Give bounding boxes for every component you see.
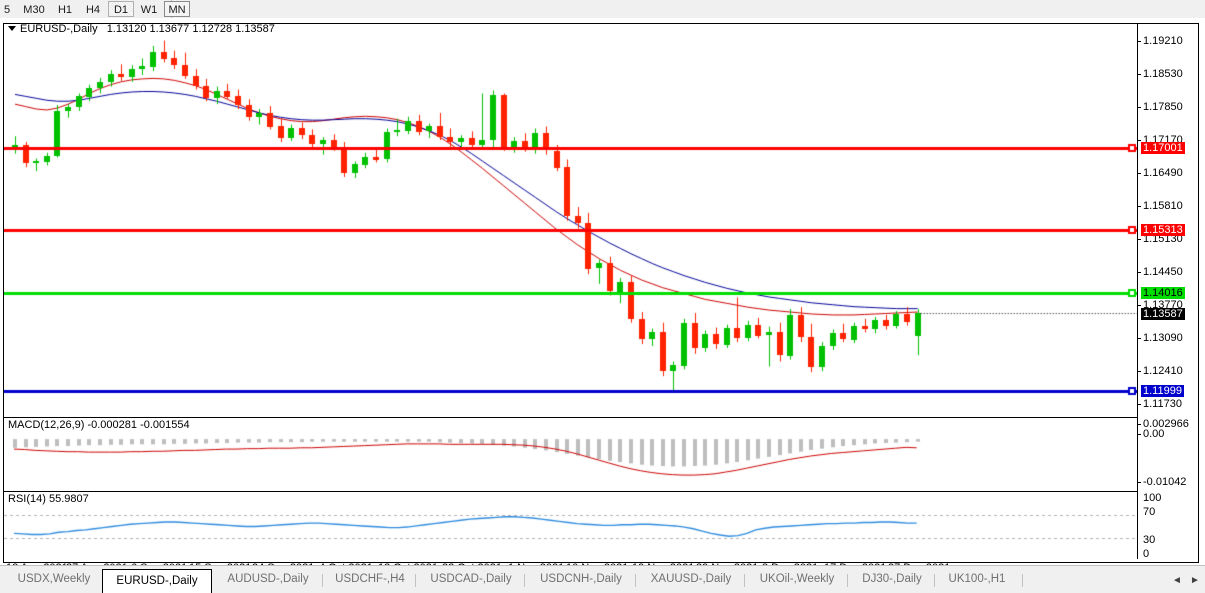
axis-separator: [1137, 24, 1138, 559]
rsi-tick: 30: [1138, 535, 1200, 546]
price-tick-label: 1.11730: [1143, 397, 1182, 410]
price-tick: 1.15130: [1138, 232, 1200, 245]
macd-indicator-panel[interactable]: MACD(12,26,9) -0.000281 -0.001554: [4, 417, 1137, 491]
candlestick-canvas[interactable]: [4, 24, 1137, 415]
price-tick: 1.13770: [1138, 298, 1200, 311]
price-tag-resistance[interactable]: 1.15313: [1141, 223, 1185, 236]
price-tick-label: 1.15130: [1143, 232, 1183, 245]
rsi-tick: 0: [1138, 549, 1200, 560]
chart-plot-border: [3, 23, 1199, 563]
rsi-tick: 100: [1138, 493, 1200, 504]
rsi-canvas[interactable]: [4, 492, 1137, 559]
macd-tick: 0.00: [1138, 429, 1200, 440]
tab-scroll-right-icon[interactable]: ►: [1190, 575, 1200, 586]
price-tick-label: 1.16490: [1143, 166, 1183, 179]
timeframe-button-h4[interactable]: H4: [85, 4, 101, 16]
price-tag-support[interactable]: 1.14016: [1141, 286, 1185, 299]
timeframe-button-w1[interactable]: W1: [140, 4, 158, 16]
macd-canvas[interactable]: [4, 418, 1137, 490]
timeframe-toolbar: 5 M30 H1 H4 D1 W1 MN: [0, 0, 1205, 19]
rsi-indicator-panel[interactable]: RSI(14) 55.9807: [4, 491, 1137, 560]
rsi-tick: 70: [1138, 507, 1200, 518]
timeframe-button-d1[interactable]: D1: [108, 1, 134, 17]
tab-divider: [322, 574, 323, 587]
tab-divider: [934, 574, 935, 587]
price-tick: 1.14450: [1138, 265, 1200, 278]
price-chart-panel[interactable]: EURUSD-,Daily 1.13120 1.13677 1.12728 1.…: [4, 24, 1137, 415]
rsi-tick-label: 30: [1143, 534, 1156, 546]
chart-tab-dj30-daily[interactable]: DJ30-,Daily: [862, 573, 922, 585]
timeframe-button-mn[interactable]: MN: [164, 1, 190, 17]
tab-divider: [635, 574, 636, 587]
chart-tab-ukoil-weekly[interactable]: UKOil-,Weekly: [759, 573, 835, 585]
symbol-collapse-arrow-icon[interactable]: [8, 26, 16, 31]
price-tick: 1.16490: [1138, 166, 1200, 179]
macd-tick-label: 0.00: [1143, 428, 1165, 440]
macd-tick: -0.01042: [1138, 477, 1200, 488]
price-tick-label: 1.15810: [1143, 199, 1183, 212]
price-tick: 1.18530: [1138, 67, 1200, 80]
price-tick: 1.11730: [1138, 397, 1200, 410]
tab-divider: [524, 574, 525, 587]
timeframe-button-m30[interactable]: M30: [23, 4, 45, 16]
chart-tab-usdx-weekly[interactable]: USDX,Weekly: [17, 573, 91, 585]
rsi-label: RSI(14) 55.9807: [8, 493, 89, 505]
price-tick: 1.19210: [1138, 34, 1200, 47]
rsi-tick-label: 70: [1143, 506, 1156, 518]
price-tick-label: 1.14450: [1143, 265, 1183, 278]
tab-divider: [744, 574, 745, 587]
chart-tab-audusd-daily[interactable]: AUDUSD-,Daily: [227, 573, 309, 585]
tab-scroll-left-icon[interactable]: ◄: [1172, 575, 1182, 586]
price-tick: 1.17170: [1138, 133, 1200, 146]
ohlc-values: 1.13120 1.13677 1.12728 1.13587: [106, 24, 275, 35]
chart-tab-bar[interactable]: ◄ ► USDX,Weekly EURUSD-,Daily AUDUSD-,Dail…: [0, 565, 1205, 593]
price-tag-resistance[interactable]: 1.17001: [1141, 141, 1185, 154]
chart-tab-uk100-h1[interactable]: UK100-,H1: [948, 573, 1006, 585]
price-tick: 1.12410: [1138, 364, 1200, 377]
timeframe-button-5[interactable]: 5: [3, 4, 11, 16]
timeframe-button-h1[interactable]: H1: [57, 4, 73, 16]
price-tick: 1.17850: [1138, 100, 1200, 113]
chart-window: EURUSD-,Daily 1.13120 1.13677 1.12728 1.…: [0, 18, 1205, 574]
price-tick: 1.13090: [1138, 331, 1200, 344]
symbol-ohlc-header: EURUSD-,Daily 1.13120 1.13677 1.12728 1.…: [20, 24, 275, 35]
tab-divider: [1022, 574, 1023, 587]
tab-divider: [415, 574, 416, 587]
price-tick-label: 1.12410: [1143, 364, 1183, 377]
price-tick-label: 1.13770: [1143, 298, 1183, 311]
price-tick-label: 1.19210: [1143, 34, 1183, 47]
tab-divider: [847, 574, 848, 587]
price-tag-support[interactable]: 1.11999: [1141, 384, 1184, 397]
price-tick: 1.15810: [1138, 199, 1200, 212]
price-tick-label: 1.17170: [1143, 133, 1183, 146]
price-tick-label: 1.17850: [1143, 100, 1183, 113]
rsi-tick-label: 100: [1143, 492, 1162, 504]
price-tag-last-price[interactable]: 1.13587: [1141, 307, 1185, 320]
macd-tick: 0.002966: [1138, 419, 1200, 430]
symbol-label: EURUSD-,Daily: [20, 24, 98, 35]
macd-label: MACD(12,26,9) -0.000281 -0.001554: [8, 419, 190, 431]
price-tick-label: 1.18530: [1143, 67, 1183, 80]
price-tick-label: 1.13090: [1143, 331, 1183, 344]
chart-tab-xauusd-daily[interactable]: XAUUSD-,Daily: [650, 573, 732, 585]
macd-tick-label: -0.01042: [1143, 476, 1187, 488]
chart-tab-usdcnh-daily[interactable]: USDCNH-,Daily: [540, 573, 622, 585]
chart-tab-usdchf-h4[interactable]: USDCHF-,H4: [335, 573, 405, 585]
macd-tick-label: 0.002966: [1143, 418, 1189, 430]
price-scale-axis[interactable]: 1.19210 1.18530 1.17850 1.17170 1.16490 1.158…: [1138, 24, 1200, 560]
rsi-tick-label: 0: [1143, 548, 1150, 560]
chart-tab-usdcad-daily[interactable]: USDCAD-,Daily: [430, 573, 512, 585]
chart-tab-eurusd-daily[interactable]: EURUSD-,Daily: [102, 569, 212, 593]
